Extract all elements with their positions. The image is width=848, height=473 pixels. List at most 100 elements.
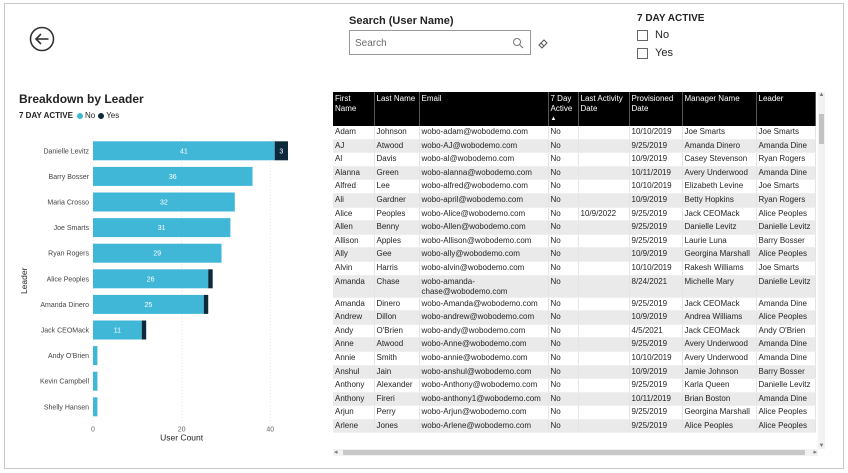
table-cell: Fireri xyxy=(374,392,420,407)
table-row[interactable]: Amanda Dinero wobo-Amanda@wobodemo.com No 9/… xyxy=(333,297,816,312)
table-cell: 10/11/2019 xyxy=(629,166,683,181)
table-row[interactable]: Al Davis wobo-al@wobodemo.com No 10/9/2019 Ca… xyxy=(333,152,816,167)
table-row[interactable]: Anne Atwood wobo-Anne@wobodemo.com No 9/25/2… xyxy=(333,337,816,352)
table-row[interactable]: Andy O'Brien wobo-andy@wobodemo.com No 4/5/2… xyxy=(333,324,816,339)
scroll-right-icon[interactable]: ▸ xyxy=(813,449,817,456)
column-header[interactable]: Leader xyxy=(756,92,816,126)
legend-dot-no xyxy=(76,112,83,119)
table-row[interactable]: Alanna Green wobo-alanna@wobodemo.com No 10/… xyxy=(333,166,816,181)
table-cell: Ali xyxy=(333,193,375,208)
search-icon[interactable] xyxy=(512,37,524,49)
legend-item-yes[interactable]: Yes xyxy=(98,111,119,120)
table-row[interactable]: AJ Atwood wobo-AJ@wobodemo.com No 9/25/2019 A… xyxy=(333,139,816,154)
table-cell: No xyxy=(548,139,579,154)
table-cell: Amanda Dine xyxy=(756,351,816,366)
search-input[interactable] xyxy=(355,35,505,51)
table-row[interactable]: Anshul Jain wobo-anshul@wobodemo.com No 10/9… xyxy=(333,365,816,380)
table-cell: Gee xyxy=(374,247,420,262)
table-cell: Betty Hopkins xyxy=(682,193,757,208)
table-cell xyxy=(578,179,630,194)
table-row[interactable]: Alvin Harris wobo-alvin@wobodemo.com No 10/1… xyxy=(333,261,816,276)
table-row[interactable]: Arjun Perry wobo-Arjun@wobodemo.com No 9/25/… xyxy=(333,405,816,420)
column-header[interactable]: 7 Day Active ▲ xyxy=(548,92,579,126)
table-row[interactable]: Ally Gee wobo-ally@wobodemo.com No 10/9/2019… xyxy=(333,247,816,262)
table-row[interactable]: Alice Peoples wobo-Alice@wobodemo.com No 10/… xyxy=(333,207,816,222)
table-row[interactable]: Amanda Chase wobo-amanda-chase@wobodemo.co… xyxy=(333,275,816,298)
vertical-scroll-thumb[interactable] xyxy=(819,114,824,144)
table-cell: Joe Smarts xyxy=(756,126,816,140)
table-cell: wobo-alanna@wobodemo.com xyxy=(419,166,549,181)
table-row[interactable]: Anthony Alexander wobo-Anthony@wobodemo.co… xyxy=(333,378,816,393)
table-row[interactable]: Annie Smith wobo-annie@wobodemo.com No 10/10… xyxy=(333,351,816,366)
scroll-left-icon[interactable]: ◂ xyxy=(334,449,338,456)
back-arrow-icon[interactable] xyxy=(29,26,55,52)
column-header[interactable]: Last Name xyxy=(374,92,420,126)
eraser-icon[interactable] xyxy=(537,37,549,49)
search-box[interactable] xyxy=(349,30,531,55)
table-cell: 9/25/2019 xyxy=(629,337,683,352)
legend-item-no[interactable]: No xyxy=(76,111,95,120)
bar-no xyxy=(93,243,222,263)
table-cell: Amanda Dine xyxy=(756,297,816,312)
table-cell: Laurie Luna xyxy=(682,234,757,249)
data-label-no: 25 xyxy=(144,302,152,309)
table-cell: Anthony xyxy=(333,392,375,407)
table-row[interactable]: Anthony Fireri wobo-anthony1@wobodemo.com N… xyxy=(333,392,816,407)
user-table: First Name Last Name Email 7 Day Active ▲ Las… xyxy=(333,92,821,449)
horizontal-scrollbar[interactable]: ◂ ▸ xyxy=(333,449,818,456)
horizontal-scroll-thumb[interactable] xyxy=(343,450,805,455)
table-cell: Danielle Levitz xyxy=(756,275,816,298)
scroll-up-icon[interactable]: ▲ xyxy=(818,92,825,98)
table-cell xyxy=(578,324,630,339)
vertical-scrollbar[interactable]: ▲ ▼ xyxy=(818,92,825,449)
table-cell: Amanda xyxy=(333,275,375,298)
category-label: Danielle Levitz xyxy=(43,148,89,155)
category-label: Alice Peoples xyxy=(47,276,90,283)
table-cell: Avery Underwood xyxy=(682,166,757,181)
slicer-option-no[interactable]: No xyxy=(637,28,669,42)
table-cell: wobo-annie@wobodemo.com xyxy=(419,351,549,366)
table-cell: 10/9/2022 xyxy=(578,207,630,222)
table-cell: Jack CEOMack xyxy=(682,297,757,312)
table-cell: Jamie Johnson xyxy=(682,365,757,380)
slicer-option-yes[interactable]: Yes xyxy=(637,46,673,60)
checkbox-yes[interactable] xyxy=(637,47,648,59)
table-cell: Alice Peoples xyxy=(756,310,816,325)
column-header[interactable]: First Name xyxy=(333,92,375,126)
table-cell: No xyxy=(548,405,579,420)
table-cell: Green xyxy=(374,166,420,181)
table-row[interactable]: Allen Benny wobo-Allen@wobodemo.com No 9/25/… xyxy=(333,220,816,235)
data-label-no: 11 xyxy=(114,328,121,335)
column-header[interactable]: Last Activity Date xyxy=(578,92,630,126)
column-header[interactable]: Email xyxy=(419,92,549,126)
table-cell: 9/25/2019 xyxy=(629,297,683,312)
checkbox-no[interactable] xyxy=(637,29,648,41)
table-row[interactable]: Ali Gardner wobo-april@wobodemo.com No 10/9/… xyxy=(333,193,816,208)
bar-no xyxy=(93,269,209,289)
column-header[interactable]: Manager Name xyxy=(682,92,757,126)
table-cell: Ally xyxy=(333,247,375,262)
table-row[interactable]: Adam Johnson wobo-adam@wobodemo.com No 10/10… xyxy=(333,126,816,140)
column-header[interactable]: Provisioned Date xyxy=(629,92,683,126)
table-row[interactable]: Arlene Jones wobo-Arlene@wobodemo.com No 9/2… xyxy=(333,419,816,434)
scroll-down-icon[interactable]: ▼ xyxy=(818,443,825,449)
table-cell: Dinero xyxy=(374,297,420,312)
table-cell: Benny xyxy=(374,220,420,235)
category-label: Joe Smarts xyxy=(54,225,90,232)
table-cell: 9/25/2019 xyxy=(629,405,683,420)
table-cell: Atwood xyxy=(374,337,420,352)
table-row[interactable]: Alfred Lee wobo-alfred@wobodemo.com No 10/10… xyxy=(333,179,816,194)
table-cell: wobo-Arjun@wobodemo.com xyxy=(419,405,549,420)
table-cell: wobo-Anthony@wobodemo.com xyxy=(419,378,549,393)
table-cell: Danielle Levitz xyxy=(756,220,816,235)
table-cell: Arjun xyxy=(333,405,375,420)
table-cell: Alvin xyxy=(333,261,375,276)
table-cell: Andrew xyxy=(333,310,375,325)
table-cell: Anshul xyxy=(333,365,375,380)
table-row[interactable]: Allison Apples wobo-Allison@wobodemo.com No… xyxy=(333,234,816,249)
table-cell: 10/10/2019 xyxy=(629,261,683,276)
sort-ascending-icon[interactable]: ▲ xyxy=(550,116,557,122)
table-row[interactable]: Andrew Dillon wobo-andrew@wobodemo.com No 10… xyxy=(333,310,816,325)
table-cell: Anthony xyxy=(333,378,375,393)
table-cell xyxy=(578,220,630,235)
